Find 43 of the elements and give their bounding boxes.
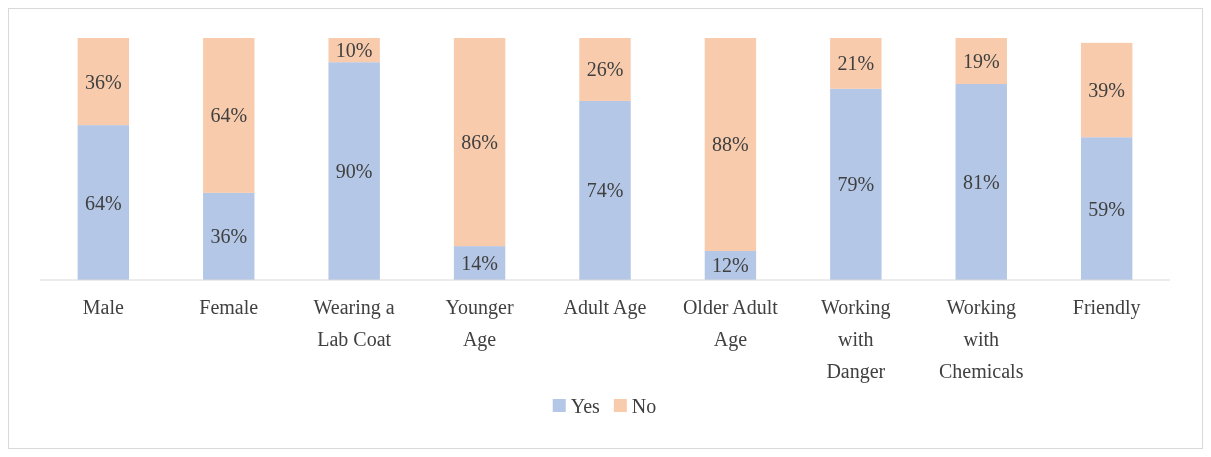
- data-label: 39%: [1088, 79, 1125, 102]
- bar: [704, 38, 757, 251]
- bar: [830, 88, 882, 280]
- data-label: 64%: [85, 191, 122, 214]
- bar: [1080, 137, 1133, 280]
- data-label: 74%: [586, 179, 624, 202]
- bar: [328, 62, 380, 280]
- bar: [77, 125, 130, 280]
- data-label: 86%: [461, 131, 498, 154]
- legend-label: Yes: [570, 395, 601, 417]
- bar: [579, 100, 631, 280]
- bar: [453, 38, 506, 247]
- x-tick-label: Friendly: [1072, 296, 1141, 319]
- data-label: 64%: [210, 104, 248, 127]
- x-tick-label: Male: [82, 296, 125, 318]
- data-label: 14%: [461, 252, 498, 275]
- x-tick-label: Wearing a Lab Coat: [313, 296, 395, 350]
- bar: [1080, 42, 1133, 138]
- data-label: 59%: [1088, 197, 1125, 220]
- bar: [203, 192, 255, 280]
- data-label: 79%: [837, 173, 875, 196]
- bar: [203, 38, 255, 193]
- data-label: 10%: [335, 39, 373, 62]
- bar: [77, 38, 130, 126]
- x-tick-label: Working with Danger: [821, 296, 891, 383]
- data-label: 26%: [586, 58, 624, 81]
- data-label: 19%: [962, 49, 1000, 72]
- data-label: 21%: [837, 52, 875, 75]
- data-label: 36%: [85, 70, 122, 93]
- bar: [830, 38, 882, 89]
- x-tick-label: Working with Chemicals: [939, 296, 1024, 382]
- x-tick-label: Female: [199, 296, 259, 318]
- bar: [579, 38, 631, 101]
- legend-label: No: [631, 395, 657, 417]
- data-label: 90%: [335, 160, 373, 183]
- data-label: 81%: [962, 170, 1000, 193]
- x-tick-label: Adult Age: [563, 296, 647, 319]
- data-label: 88%: [712, 133, 749, 156]
- data-label: 36%: [210, 225, 248, 248]
- bar: [955, 83, 1007, 280]
- x-tick-label: Older Adult Age: [682, 296, 779, 351]
- data-label: 12%: [712, 254, 749, 277]
- x-tick-label: Younger Age: [445, 296, 514, 351]
